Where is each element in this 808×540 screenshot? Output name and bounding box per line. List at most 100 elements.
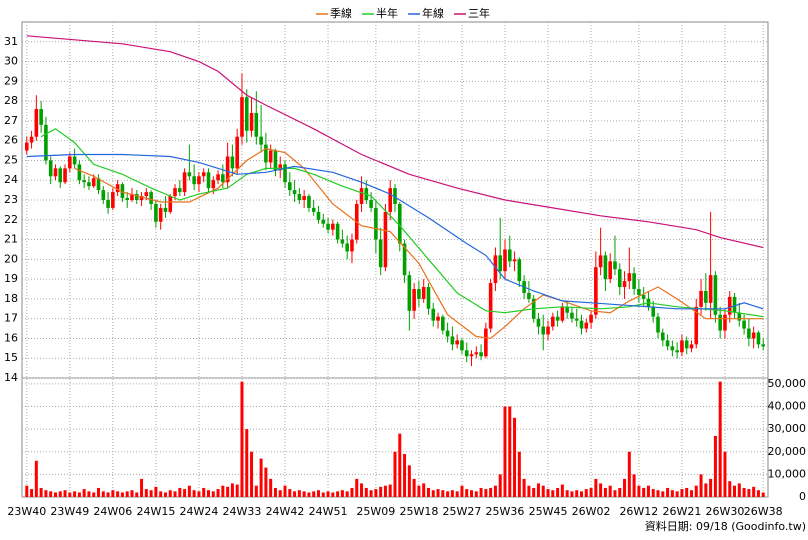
- x-tick-label: 25W27: [443, 505, 482, 518]
- candle-body: [58, 168, 63, 183]
- volume-bar: [178, 487, 182, 497]
- candle-body: [383, 211, 388, 268]
- volume-bar: [173, 491, 177, 497]
- candle-body: [283, 164, 287, 183]
- candle-body: [598, 255, 603, 268]
- volume-bar: [503, 406, 507, 497]
- candle-body: [541, 326, 546, 335]
- volume-bar: [637, 485, 641, 497]
- candle-body: [297, 194, 302, 200]
- volume-bar: [484, 489, 488, 497]
- candle-body: [455, 340, 459, 345]
- volume-bar: [608, 485, 612, 497]
- volume-bar: [230, 483, 234, 497]
- candle-body: [512, 259, 517, 262]
- volume-bar: [216, 489, 220, 497]
- volume-bar: [603, 487, 607, 497]
- y2-tick-label: 30,000: [768, 422, 807, 435]
- candle-body: [742, 320, 746, 329]
- legend-label: 季線: [330, 6, 352, 20]
- candle-body: [359, 188, 364, 204]
- volume-bar: [398, 433, 402, 497]
- candle-body: [63, 168, 67, 183]
- candle-body: [546, 326, 550, 335]
- candle-body: [536, 318, 541, 327]
- legend: 季線 半年 年線 三年: [316, 6, 490, 20]
- volume-bar: [417, 485, 421, 497]
- candle-body: [311, 207, 316, 212]
- candle-body: [421, 287, 426, 299]
- volume-bar: [221, 485, 225, 497]
- volume-bar: [111, 490, 115, 497]
- candle-body: [412, 289, 416, 311]
- candle-body: [426, 287, 431, 309]
- candle-body: [34, 109, 39, 137]
- volume-bar: [316, 490, 320, 497]
- y-tick-label: 29: [4, 74, 18, 87]
- volume-bar: [589, 487, 593, 497]
- volume-bar: [293, 491, 297, 497]
- volume-bar: [92, 492, 96, 497]
- volume-bar: [183, 489, 187, 497]
- candle-body: [254, 112, 259, 137]
- candle-body: [106, 200, 110, 208]
- volume-bar: [278, 490, 282, 497]
- volume-bar: [154, 486, 158, 497]
- volume-bar: [508, 406, 512, 497]
- volume-bar: [575, 490, 579, 497]
- volume-bar: [747, 489, 751, 497]
- candle-body: [134, 194, 139, 200]
- volume-bar: [149, 490, 153, 497]
- candle-body: [751, 332, 756, 339]
- volume-bar: [283, 485, 287, 497]
- candle-body: [173, 188, 177, 197]
- volume-bar: [73, 491, 77, 497]
- volume-bar: [742, 487, 746, 497]
- candle-body: [111, 192, 115, 208]
- volume-bar: [87, 491, 91, 497]
- candle-body: [154, 203, 158, 222]
- candle-body: [732, 296, 737, 313]
- y-tick-label: 31: [4, 35, 18, 48]
- candle-body: [350, 239, 354, 252]
- y-tick-label: 22: [4, 213, 18, 226]
- candle-body: [393, 188, 397, 204]
- volume-bar: [470, 490, 474, 497]
- volume-bar: [560, 484, 564, 497]
- volume-bar: [34, 460, 38, 497]
- volume-bar: [460, 485, 464, 497]
- candle-body: [244, 97, 249, 131]
- candle-body: [431, 308, 436, 321]
- candle-body: [407, 275, 412, 311]
- volume-bar: [159, 491, 163, 497]
- candle-body: [570, 312, 574, 319]
- candle-body: [450, 336, 455, 345]
- candle-body: [340, 239, 345, 244]
- candle-body: [206, 172, 211, 189]
- volume-bar: [30, 489, 34, 497]
- volume-bar: [675, 491, 679, 497]
- volume-bar: [685, 487, 689, 497]
- candle-body: [101, 190, 106, 200]
- y-tick-label: 21: [4, 233, 18, 246]
- candle-body: [287, 182, 292, 191]
- volume-bar: [709, 478, 713, 497]
- volume-bar: [340, 490, 344, 497]
- candle-body: [622, 281, 627, 288]
- ma-line: [40, 128, 764, 318]
- volume-bar: [207, 490, 210, 497]
- candle-body: [331, 223, 335, 230]
- volume-bar: [120, 492, 124, 497]
- candle-body: [402, 243, 407, 276]
- candle-body: [507, 249, 512, 262]
- volume-bar: [264, 467, 268, 497]
- candle-body: [316, 211, 321, 220]
- candle-body: [699, 290, 703, 307]
- volume-bar: [307, 492, 311, 497]
- footer: 資料日期: 09/18 (Goodinfo.tw): [645, 519, 806, 533]
- candle-body: [632, 273, 636, 289]
- candle-body: [235, 136, 239, 169]
- volume-bar: [39, 487, 43, 497]
- volume-bar: [752, 486, 756, 497]
- candle-body: [498, 255, 503, 272]
